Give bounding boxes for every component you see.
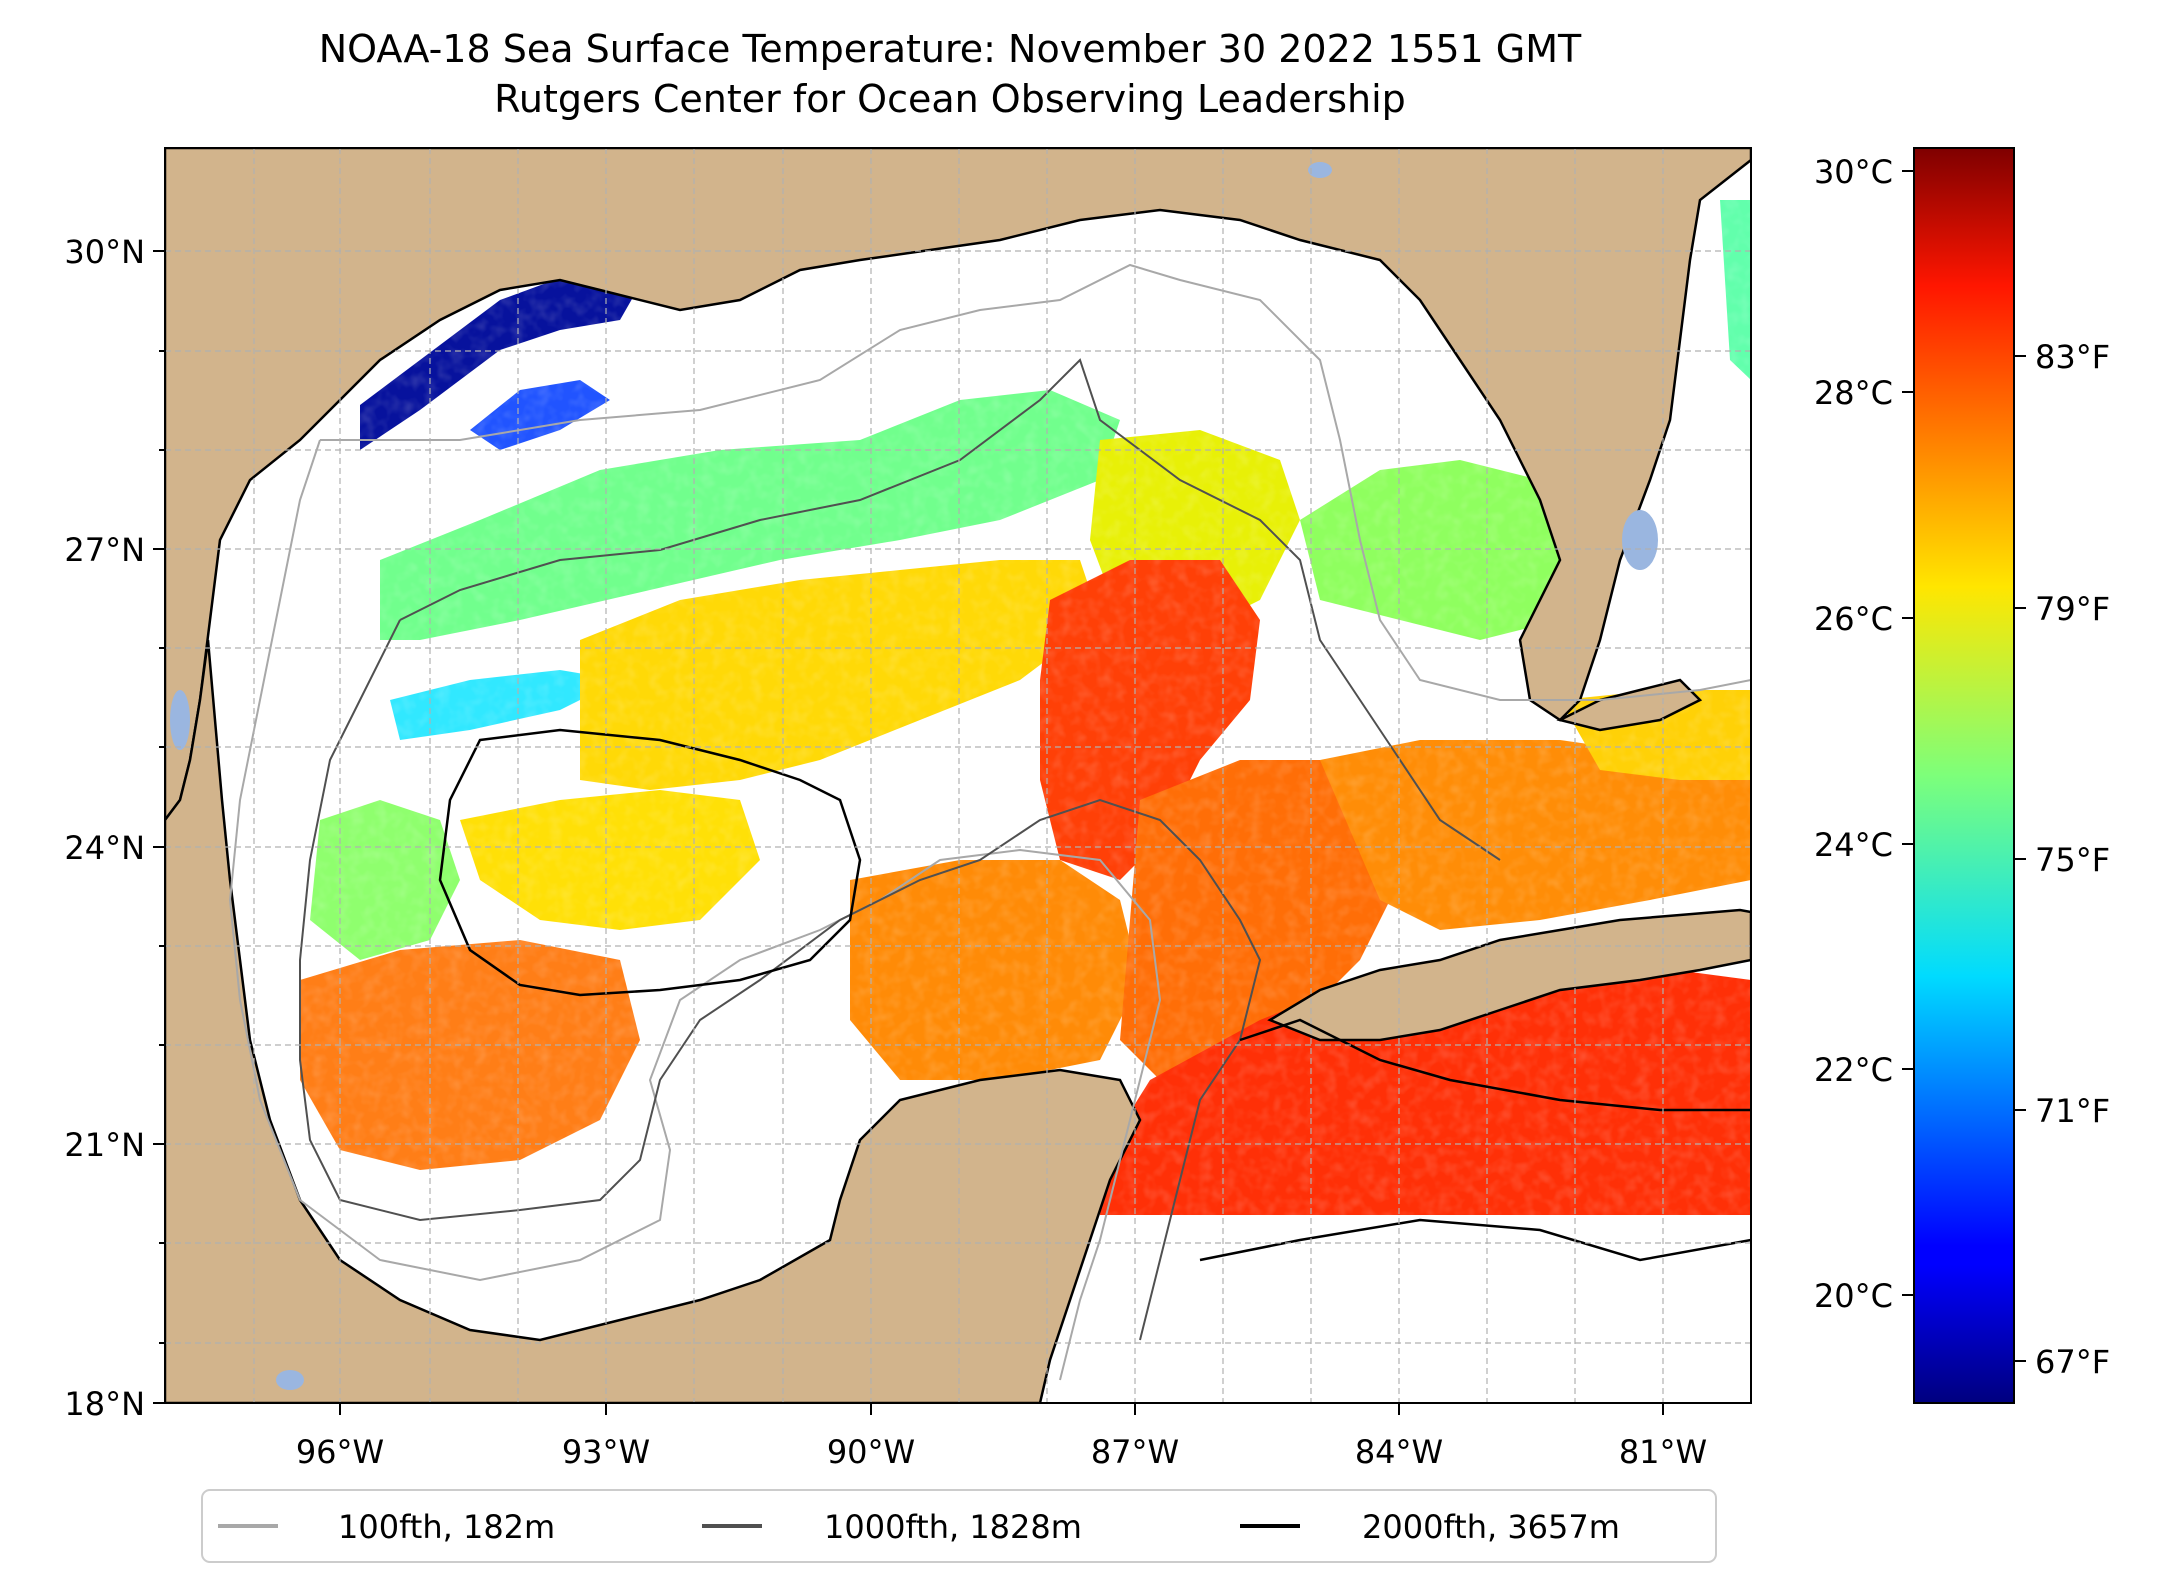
colorbar-label-83f: 83°F [2035, 338, 2110, 376]
colorbar-label-28c: 28°C [1814, 374, 1893, 412]
bathymetry-contours [228, 263, 1751, 1381]
colorbar-label-26c: 26°C [1814, 600, 1893, 638]
lon-label-84w: 84°W [1355, 1433, 1443, 1471]
lon-label-93w: 93°W [562, 1433, 650, 1471]
gridlines [165, 148, 1751, 1403]
contour-2000fth [438, 728, 1751, 1262]
lat-label-18n: 18°N [64, 1385, 145, 1423]
colorbar [1913, 147, 2015, 1404]
legend-label-1000fth: 1000fth, 1828m [824, 1508, 1082, 1546]
land-masses [165, 148, 1751, 1403]
land-us-gulf-coast [165, 148, 1751, 823]
colorbar-label-79f: 79°F [2035, 590, 2110, 628]
chart-title: NOAA-18 Sea Surface Temperature: Novembe… [0, 24, 1900, 124]
lon-label-81w: 81°W [1619, 1433, 1707, 1471]
lat-tick-marks [153, 250, 165, 1404]
land-mexico [165, 639, 1142, 1403]
land-cuba [1267, 908, 1751, 1042]
contour-1000fth [299, 358, 1501, 1341]
lat-label-30n: 30°N [64, 233, 145, 271]
contour-100fth [228, 263, 1751, 1381]
map-panel [165, 148, 1751, 1403]
lat-label-21n: 21°N [64, 1126, 145, 1164]
colorbar-label-75f: 75°F [2035, 841, 2110, 879]
colorbar-celsius-ticks [1902, 170, 1914, 1296]
lon-label-96w: 96°W [296, 1433, 384, 1471]
lon-label-90w: 90°W [827, 1433, 915, 1471]
legend-label-100fth: 100fth, 182m [338, 1508, 555, 1546]
colorbar-label-20c: 20°C [1814, 1277, 1893, 1315]
legend-box [201, 1489, 1717, 1563]
legend-label-2000fth: 2000fth, 3657m [1362, 1508, 1620, 1546]
sst-field [165, 148, 1751, 1215]
colorbar-label-22c: 22°C [1814, 1051, 1893, 1089]
colorbar-label-30c: 30°C [1814, 153, 1893, 191]
map-frame [164, 147, 1752, 1404]
title-line-1: NOAA-18 Sea Surface Temperature: Novembe… [318, 27, 1582, 71]
title-line-2: Rutgers Center for Ocean Observing Leade… [494, 77, 1406, 121]
lat-label-27n: 27°N [64, 531, 145, 569]
lakes [170, 162, 1658, 1390]
colorbar-label-24c: 24°C [1814, 826, 1893, 864]
lon-label-87w: 87°W [1091, 1433, 1179, 1471]
lat-label-24n: 24°N [64, 829, 145, 867]
colorbar-label-67f: 67°F [2035, 1343, 2110, 1381]
lon-tick-marks [339, 1403, 1664, 1415]
colorbar-fahrenheit-ticks [2014, 355, 2026, 1362]
colorbar-label-71f: 71°F [2035, 1092, 2110, 1130]
